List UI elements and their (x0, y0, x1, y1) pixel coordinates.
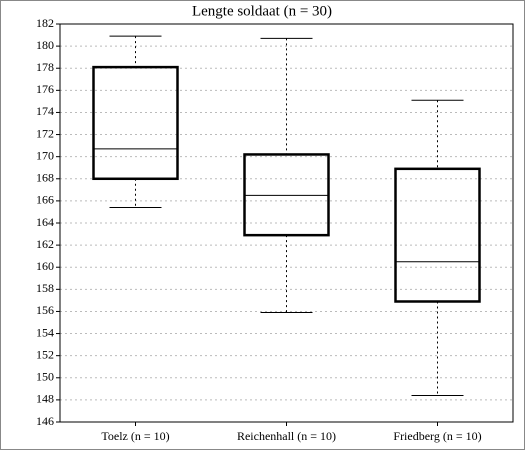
x-tick-label: Friedberg (n = 10) (393, 429, 481, 443)
y-tick-label: 148 (36, 392, 54, 406)
x-tick-label: Toelz (n = 10) (101, 429, 169, 443)
y-tick-label: 152 (36, 347, 54, 361)
y-tick-label: 160 (36, 259, 54, 273)
y-tick-label: 170 (36, 148, 54, 162)
box (394, 167, 481, 303)
y-tick-label: 158 (36, 281, 54, 295)
y-tick-label: 146 (36, 414, 54, 428)
y-tick-label: 156 (36, 303, 54, 317)
box (92, 65, 179, 181)
y-tick-label: 164 (36, 215, 54, 229)
box (243, 153, 330, 237)
y-tick-label: 168 (36, 171, 54, 185)
y-tick-label: 162 (36, 237, 54, 251)
y-tick-label: 154 (36, 325, 54, 339)
y-tick-label: 174 (36, 104, 54, 118)
x-tick-label: Reichenhall (n = 10) (237, 429, 336, 443)
y-tick-label: 180 (36, 38, 54, 52)
y-tick-label: 176 (36, 82, 54, 96)
y-tick-label: 172 (36, 126, 54, 140)
y-tick-label: 182 (36, 16, 54, 30)
y-tick-label: 178 (36, 60, 54, 74)
chart-title: Lengte soldaat (n = 30) (192, 3, 332, 19)
y-tick-label: 166 (36, 193, 54, 207)
y-tick-label: 150 (36, 370, 54, 384)
